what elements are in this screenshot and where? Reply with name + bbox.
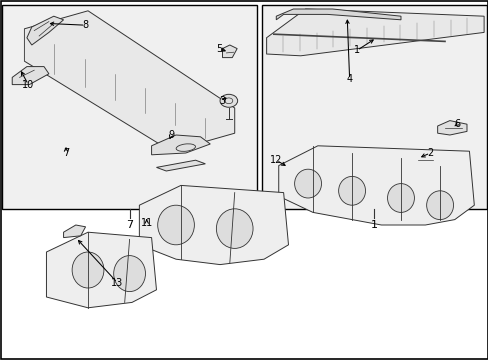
Text: 8: 8 [82, 20, 88, 30]
Polygon shape [63, 225, 85, 238]
Text: 4: 4 [346, 74, 352, 84]
Text: 7: 7 [126, 220, 133, 230]
FancyBboxPatch shape [2, 5, 256, 209]
Polygon shape [27, 16, 63, 45]
Ellipse shape [386, 184, 413, 212]
Polygon shape [139, 185, 288, 265]
Polygon shape [437, 121, 466, 135]
Polygon shape [266, 9, 483, 56]
Ellipse shape [216, 209, 253, 248]
Text: 5: 5 [216, 44, 222, 54]
Ellipse shape [426, 191, 453, 220]
Text: 7: 7 [63, 148, 69, 158]
Text: 12: 12 [269, 155, 282, 165]
Polygon shape [276, 9, 400, 20]
Circle shape [220, 94, 237, 107]
Text: 9: 9 [168, 130, 174, 140]
Ellipse shape [338, 176, 365, 205]
FancyBboxPatch shape [261, 5, 486, 209]
Text: 6: 6 [453, 119, 459, 129]
Ellipse shape [113, 256, 145, 292]
Ellipse shape [294, 169, 321, 198]
Polygon shape [156, 160, 205, 171]
Text: 10: 10 [22, 80, 35, 90]
Text: 1: 1 [370, 220, 377, 230]
Ellipse shape [157, 205, 194, 245]
Text: 11: 11 [140, 218, 153, 228]
Polygon shape [412, 153, 439, 167]
Polygon shape [278, 146, 473, 225]
Polygon shape [46, 232, 156, 308]
Polygon shape [24, 11, 234, 151]
Polygon shape [12, 67, 49, 85]
Text: 13: 13 [111, 278, 123, 288]
Text: 3: 3 [219, 96, 225, 106]
Polygon shape [222, 45, 237, 58]
Text: 1: 1 [353, 45, 359, 55]
Polygon shape [151, 135, 210, 155]
Text: 2: 2 [427, 148, 432, 158]
Ellipse shape [72, 252, 103, 288]
